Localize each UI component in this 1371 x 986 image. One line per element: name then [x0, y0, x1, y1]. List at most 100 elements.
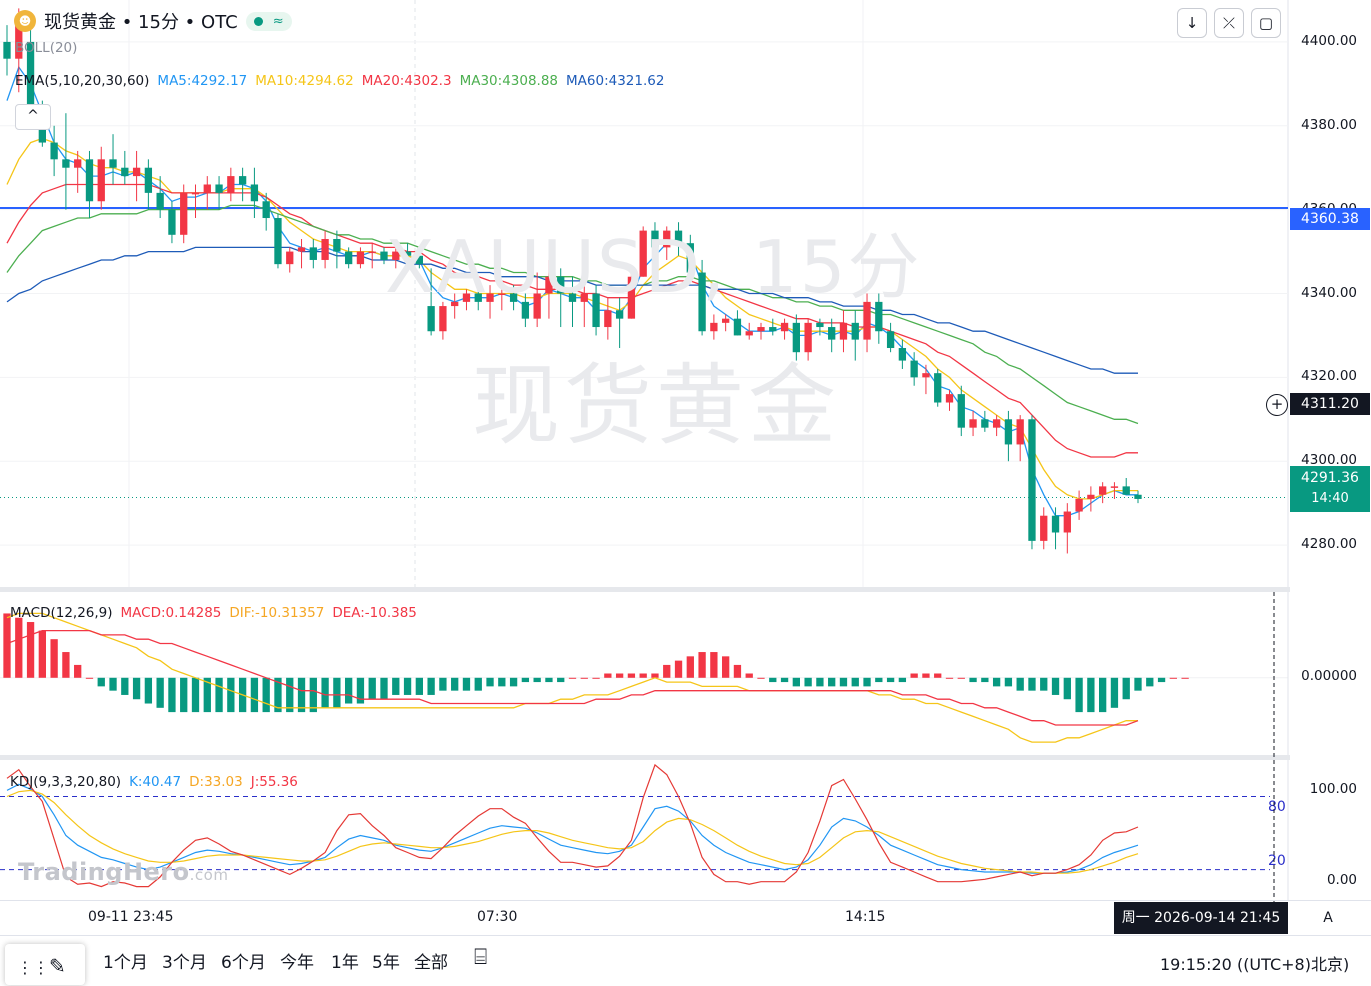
range-button-3[interactable]: 今年 [280, 953, 314, 973]
candle-body [639, 230, 647, 277]
time-label-3: 14:15 [845, 909, 886, 925]
drawing-toolbar[interactable]: ⋮⋮ ✎ [5, 944, 85, 985]
macd-bar [309, 677, 317, 713]
macd-bar [451, 677, 459, 691]
candle [686, 234, 694, 281]
macd-bar [415, 677, 423, 695]
clock-timezone[interactable]: 19:15:20 ((UTC+8)北京) [1160, 955, 1350, 974]
range-button-1[interactable]: 3个月 [162, 953, 207, 973]
draw-pen-icon[interactable]: ✎ [49, 954, 66, 978]
candle-body [156, 192, 164, 210]
macd-bar [191, 677, 200, 713]
candle-body [1028, 419, 1036, 541]
candle [733, 310, 742, 336]
range-button-4[interactable]: 1年 [331, 953, 359, 973]
macd-bar [722, 656, 730, 678]
macd-bar [203, 677, 211, 713]
time-cursor-line [1273, 592, 1275, 908]
candle [168, 201, 176, 244]
candle [886, 322, 895, 353]
market-status-pill[interactable]: ≈ [245, 11, 292, 31]
candle-body [886, 331, 895, 349]
candle [792, 314, 800, 361]
candle-body [498, 293, 506, 295]
drag-handle-icon[interactable]: ⋮⋮ [17, 958, 49, 977]
candle-body [580, 293, 588, 302]
range-button-5[interactable]: 5年 [372, 953, 400, 973]
ema-legend[interactable]: EMA(5,10,20,30,60) MA5:4292.17 MA10:4294.6… [15, 73, 680, 89]
download-button[interactable]: ↓ [1177, 8, 1207, 38]
macd-bar [886, 677, 895, 683]
macd-bar [769, 677, 777, 683]
macd-bar [297, 677, 306, 713]
candle [922, 364, 930, 395]
collapse-icon: ⤫ [1222, 14, 1235, 32]
macd-bar [863, 677, 871, 687]
macd-bar [486, 677, 494, 687]
candle-body [698, 272, 706, 332]
symbol-title: 现货黄金 • 15分 • OTC [44, 12, 238, 33]
candle-body [333, 238, 341, 252]
candle-body [733, 318, 742, 336]
candle [1134, 490, 1142, 504]
candle-body [651, 230, 659, 248]
boll-legend[interactable]: BOLL(20) [15, 40, 78, 56]
candle-body [309, 247, 317, 260]
candle [321, 230, 329, 269]
macd-legend[interactable]: MACD(12,26,9) MACD:0.14285 DIF:-10.31357 DE… [10, 605, 433, 621]
kdj-legend[interactable]: KDJ(9,3,3,20,80) K:40.47 D:33.03 J:55.36 [10, 774, 314, 790]
candle [439, 301, 447, 340]
date-range-icon[interactable]: ⌸ [474, 945, 488, 970]
symbol-header[interactable]: ☻ 现货黄金 • 15分 • OTC ≈ [14, 8, 292, 34]
candle-body [486, 293, 494, 302]
macd-bar [1181, 677, 1189, 679]
auto-scale-button[interactable]: A [1323, 910, 1333, 926]
candle [356, 247, 365, 269]
layout-button[interactable]: ▢ [1251, 8, 1281, 38]
macd-bar [227, 677, 235, 713]
macd-bar [498, 677, 506, 687]
candle [156, 176, 164, 219]
candle [462, 289, 471, 311]
collapse-legend-button[interactable]: ^ [15, 104, 51, 130]
candle-body [592, 293, 600, 328]
candle-body [180, 192, 188, 235]
candle-body [769, 327, 777, 332]
macd-bar [356, 677, 365, 704]
range-button-6[interactable]: 全部 [414, 953, 448, 973]
macd-bar [15, 617, 23, 678]
candle-body [1122, 486, 1130, 495]
macd-bar [745, 673, 753, 678]
candle-body [85, 159, 94, 202]
kdj-legend-item-0: K:40.47 [129, 774, 182, 790]
add-alert-plus-icon[interactable]: + [1266, 394, 1288, 416]
bar-countdown: 14:40 [1311, 491, 1349, 506]
macd-bar [474, 677, 482, 691]
macd-bar [816, 677, 824, 687]
macd-bar [922, 673, 930, 678]
price-chart[interactable] [0, 0, 1290, 587]
candle [604, 297, 612, 340]
macd-legend-item-2: DEA:-10.385 [332, 605, 417, 621]
candle-body [898, 348, 907, 361]
candle-body [356, 251, 365, 265]
price-tick-5: 4300.00 [1301, 452, 1357, 469]
market-open-dot-icon [253, 16, 263, 26]
candle [203, 176, 211, 210]
collapse-button[interactable]: ⤫ [1214, 8, 1244, 38]
candle-body [509, 293, 518, 302]
candle [898, 339, 907, 369]
candle [451, 293, 459, 319]
candle-body [722, 318, 730, 323]
macd-bar [509, 677, 518, 687]
kdj-chart[interactable] [0, 760, 1290, 900]
range-button-2[interactable]: 6个月 [221, 953, 266, 973]
candle-body [604, 310, 612, 328]
candle [297, 238, 306, 269]
kdj-100-label: 100.00 [1309, 781, 1357, 797]
candle [345, 247, 353, 269]
ema-legend-item-2: MA20:4302.3 [361, 73, 452, 89]
range-button-0[interactable]: 1个月 [103, 953, 148, 973]
macd-bar [156, 677, 164, 708]
macd-chart[interactable] [0, 592, 1290, 755]
